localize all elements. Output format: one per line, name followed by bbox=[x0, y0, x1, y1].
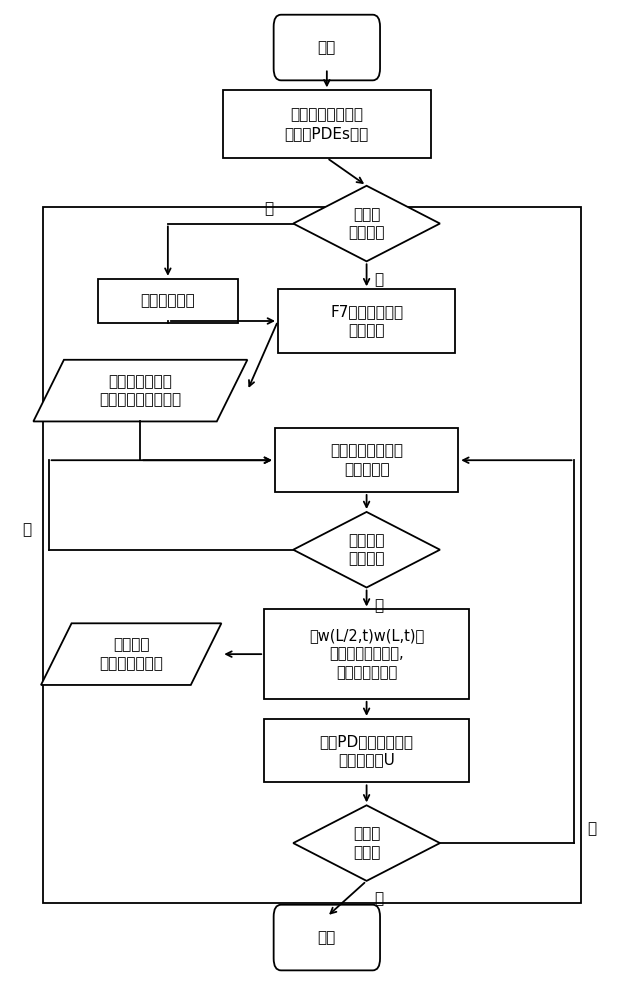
Text: 是否有
控制信号: 是否有 控制信号 bbox=[349, 207, 385, 240]
Bar bbox=[264, 609, 469, 699]
Text: 否: 否 bbox=[23, 522, 32, 537]
Text: 开始: 开始 bbox=[318, 40, 336, 55]
Polygon shape bbox=[33, 360, 247, 421]
Text: 结束: 结束 bbox=[318, 930, 336, 945]
FancyBboxPatch shape bbox=[274, 15, 380, 80]
Bar bbox=[43, 207, 581, 903]
Polygon shape bbox=[293, 512, 440, 588]
Polygon shape bbox=[41, 623, 222, 685]
Polygon shape bbox=[293, 186, 440, 261]
Text: 是: 是 bbox=[264, 201, 273, 216]
Bar bbox=[97, 279, 238, 323]
FancyBboxPatch shape bbox=[274, 905, 380, 970]
Text: 设计PD边界控制算法
发送控制量U: 设计PD边界控制算法 发送控制量U bbox=[320, 734, 413, 767]
Text: 对w(L/2,t)w(L,t)等
数据进行分类存储,
并计算振动速度: 对w(L/2,t)w(L,t)等 数据进行分类存储, 并计算振动速度 bbox=[309, 628, 424, 680]
Text: 画出柔性机械臂
振动界面并显示数据: 画出柔性机械臂 振动界面并显示数据 bbox=[99, 374, 181, 407]
Bar bbox=[278, 289, 455, 353]
Text: 否: 否 bbox=[587, 821, 596, 836]
Text: 是: 是 bbox=[374, 598, 383, 613]
Bar bbox=[223, 90, 431, 158]
Text: 数据格式
是否正确: 数据格式 是否正确 bbox=[349, 533, 385, 567]
Text: F7离散迭代方法
处理数据: F7离散迭代方法 处理数据 bbox=[330, 304, 403, 338]
Text: 否: 否 bbox=[374, 272, 383, 287]
Text: 加入控制信号: 加入控制信号 bbox=[141, 294, 195, 309]
Text: 离散化柔性机械臂
振动的PDEs方程: 离散化柔性机械臂 振动的PDEs方程 bbox=[284, 107, 369, 141]
Polygon shape bbox=[293, 805, 440, 881]
Bar bbox=[275, 428, 458, 492]
Bar bbox=[264, 719, 469, 782]
Text: 是: 是 bbox=[374, 891, 383, 906]
Text: 显示柔性
机械臂振动数据: 显示柔性 机械臂振动数据 bbox=[99, 637, 163, 671]
Text: 通过串口传输数据
至通信模块: 通过串口传输数据 至通信模块 bbox=[330, 443, 403, 477]
Text: 时间是
否结束: 时间是 否结束 bbox=[353, 826, 380, 860]
